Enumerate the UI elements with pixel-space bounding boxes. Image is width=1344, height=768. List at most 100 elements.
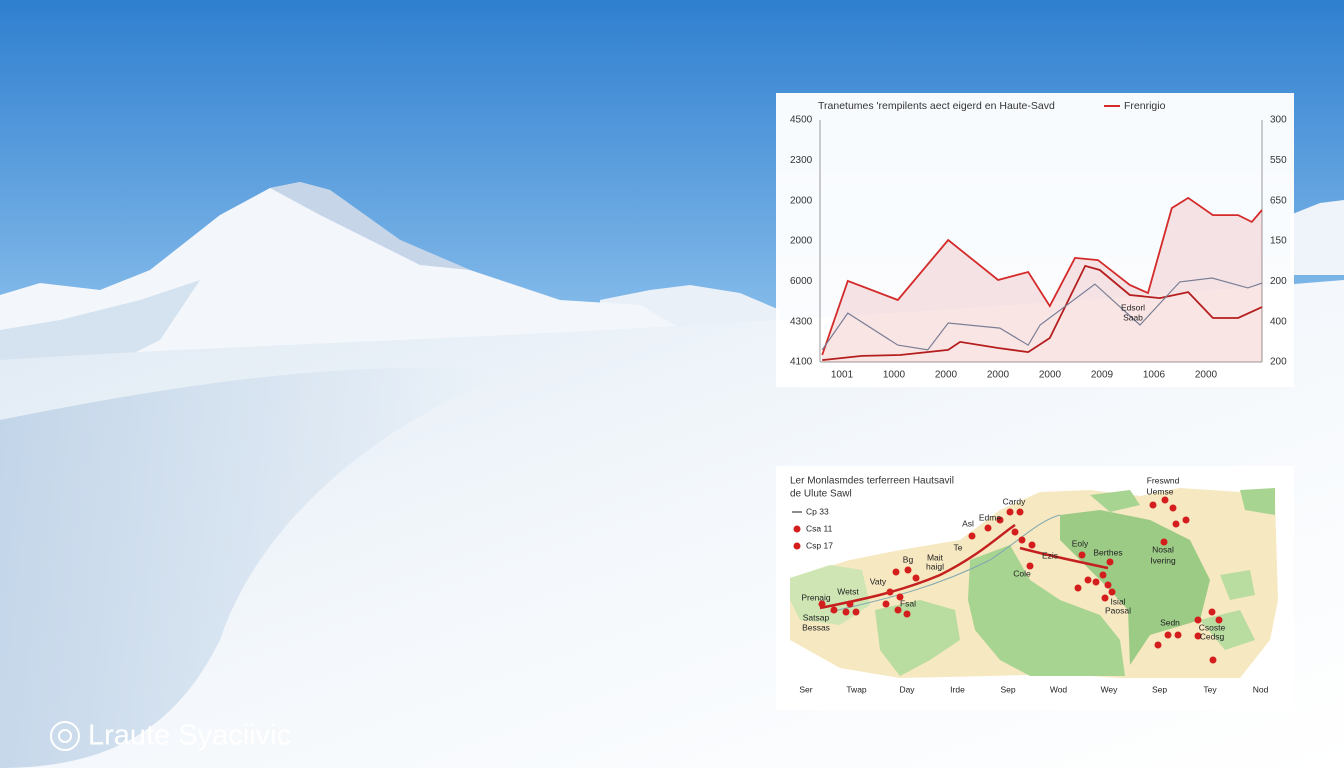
place-label: Bessas: [802, 622, 830, 632]
x-tick-label: 2000: [1195, 370, 1218, 381]
map-point: [1006, 508, 1014, 516]
y-tick-label: 4100: [790, 357, 813, 368]
x-tick-label: Sep: [1000, 684, 1015, 694]
place-label: Berthes: [1093, 547, 1122, 557]
place-label: Prenaig: [801, 592, 831, 602]
legend-swatch: [793, 542, 801, 550]
map-point: [1026, 562, 1034, 570]
map-point: [818, 600, 826, 608]
y2-tick-label: 400: [1270, 316, 1287, 327]
place-label: Eoly: [1072, 538, 1089, 548]
brand-icon: [58, 729, 72, 743]
y2-tick-label: 150: [1270, 236, 1287, 247]
map-point: [842, 608, 850, 616]
map-point: [1099, 571, 1107, 579]
map-region: [790, 565, 870, 625]
x-tick-label: 1001: [831, 370, 854, 381]
map-point: [1215, 616, 1223, 624]
place-label: Nosal: [1152, 544, 1174, 554]
map: Ler Monlasmdes terferreen Hautsavil de U…: [790, 475, 1278, 694]
place-label: Isial: [1110, 596, 1125, 606]
map-point: [1164, 631, 1172, 639]
map-point: [1018, 536, 1026, 544]
place-label: Satsap: [803, 612, 830, 622]
place-label: Freswnd: [1147, 475, 1180, 485]
x-tick-label: 2000: [987, 370, 1010, 381]
map-point: [1182, 516, 1190, 524]
map-point: [1011, 528, 1019, 536]
map-point: [1194, 632, 1202, 640]
x-tick-label: Twap: [846, 684, 867, 694]
map-point: [1169, 504, 1177, 512]
place-label: Cole: [1013, 568, 1031, 578]
map-point: [1149, 501, 1157, 509]
map-title: de Ulute Sawl: [790, 489, 852, 500]
map-point: [968, 532, 976, 540]
map-point: [1208, 608, 1216, 616]
map-point: [1174, 631, 1182, 639]
place-label: Fsal: [900, 598, 916, 608]
y2-tick-label: 200: [1270, 276, 1287, 287]
map-point: [903, 610, 911, 618]
y-tick-label: 4500: [790, 115, 813, 126]
map-region: [968, 545, 1125, 676]
place-label: Cedsg: [1200, 631, 1225, 641]
map-point: [1160, 538, 1168, 546]
map-point: [830, 606, 838, 614]
place-label: Wetst: [837, 586, 859, 596]
map-region: [1240, 488, 1275, 515]
legend-label: Cp 33: [806, 506, 829, 516]
area: [822, 197, 1262, 362]
brand-name: Lraute Syaciivic: [88, 720, 291, 752]
x-tick-label: Day: [899, 684, 915, 694]
map-point: [1161, 496, 1169, 504]
map-point: [846, 600, 854, 608]
river: [829, 514, 1061, 613]
annotation: Edsorl: [1121, 302, 1145, 312]
map-point: [1078, 551, 1086, 559]
map-point: [912, 574, 920, 582]
map-point: [852, 608, 860, 616]
place-label: Uemse: [1147, 486, 1174, 496]
map-points: [818, 496, 1223, 664]
annotation: Saab: [1123, 312, 1143, 322]
map-point: [892, 568, 900, 576]
ridge-shadow: [270, 182, 470, 270]
x-tick-label: Wey: [1101, 684, 1119, 694]
route: [819, 523, 1109, 610]
place-label: Csoste: [1199, 622, 1226, 632]
place-label: Vaty: [870, 576, 887, 586]
x-tick-label: Tey: [1203, 684, 1217, 694]
brand-icon: [50, 721, 80, 751]
place-label: Cardy: [1003, 496, 1026, 506]
map-point: [1106, 558, 1114, 566]
y-tick-label: 4300: [790, 316, 813, 327]
y-tick-label: 6000: [790, 276, 813, 287]
map-region: [1060, 510, 1210, 665]
x-tick-label: Ser: [799, 684, 812, 694]
y2-tick-label: 300: [1270, 115, 1287, 126]
x-tick-label: 2000: [935, 370, 958, 381]
map-point: [1074, 584, 1082, 592]
place-label: Edme: [979, 512, 1001, 522]
x-tick-label: 2009: [1091, 370, 1114, 381]
map-region: [1200, 610, 1255, 650]
map-region: [1090, 490, 1140, 512]
map-region: [875, 600, 960, 676]
map-point: [1028, 541, 1036, 549]
line: [822, 264, 1263, 361]
map-point: [1104, 581, 1112, 589]
place-label: haigl: [926, 561, 944, 571]
y2-tick-label: 650: [1270, 195, 1287, 206]
x-tick-label: 1000: [883, 370, 906, 381]
x-tick-label: Wod: [1050, 684, 1068, 694]
map-point: [1209, 656, 1217, 664]
map-point: [882, 600, 890, 608]
y2-tick-label: 200: [1270, 357, 1287, 368]
place-label: Ivering: [1150, 555, 1176, 565]
map-point: [904, 566, 912, 574]
place-label: Bg: [903, 554, 914, 564]
map-point: [896, 593, 904, 601]
map-point: [886, 588, 894, 596]
